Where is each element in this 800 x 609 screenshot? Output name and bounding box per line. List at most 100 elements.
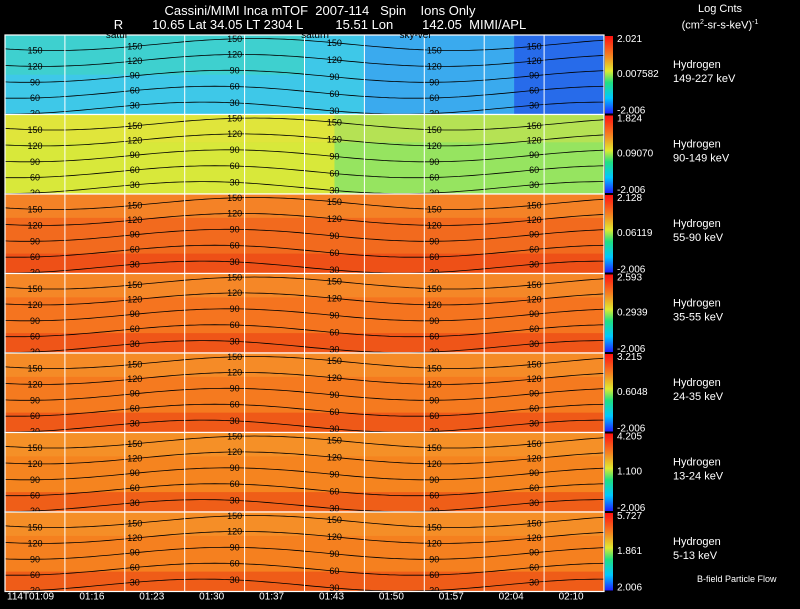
contour-label: 150 — [527, 359, 542, 369]
contour-label: 30 — [329, 106, 339, 116]
contour-label: 120 — [427, 61, 442, 71]
contour-label: 90 — [130, 71, 140, 81]
contour-label: 90 — [429, 157, 439, 167]
energy-label: 35-55 keV — [673, 311, 724, 323]
x-tick-label: 02:10 — [559, 592, 584, 603]
contour-label: 120 — [27, 61, 42, 71]
contour-label: 150 — [327, 117, 342, 127]
contour-label: 120 — [227, 209, 242, 219]
contour-label: 90 — [30, 554, 40, 564]
contour-label: 90 — [230, 463, 240, 473]
scale-max-label: 2.021 — [617, 34, 642, 45]
contour-label: 120 — [327, 373, 342, 383]
x-tick-label: 02:04 — [499, 592, 524, 603]
contour-label: 90 — [329, 310, 339, 320]
panel-7: 150 150 150 150 150 150 120 120 120 120 120 120 90 90… — [4, 511, 721, 595]
contour-label: 60 — [230, 320, 240, 330]
contour-label: 150 — [127, 200, 142, 210]
contour-label: 90 — [130, 548, 140, 558]
contour-label: 90 — [429, 475, 439, 485]
contour-label: 150 — [227, 34, 242, 44]
contour-label: 60 — [329, 169, 339, 179]
scale-mid-label: 0.6048 — [617, 387, 648, 398]
contour-label: 60 — [130, 324, 140, 334]
contour-label: 30 — [429, 188, 439, 198]
color-scale-bar — [605, 513, 613, 591]
contour-label: 60 — [230, 161, 240, 171]
panel-border — [4, 511, 605, 593]
contour-label: 60 — [429, 332, 439, 342]
energy-label: 149-227 keV — [673, 73, 736, 85]
contour-label: 60 — [529, 324, 539, 334]
contour-label: 150 — [327, 197, 342, 207]
contour-label: 30 — [329, 345, 339, 355]
panel-6: 150 150 150 150 150 150 120 120 120 120 120 120 90 90… — [4, 431, 724, 516]
energy-label: 5-13 keV — [673, 550, 718, 562]
contour-label: 150 — [427, 125, 442, 135]
scale-max-label: 4.205 — [617, 432, 642, 443]
contour-label: 150 — [527, 518, 542, 528]
contour-label: 90 — [329, 549, 339, 559]
contour-label: 150 — [227, 511, 242, 521]
x-tick-label: 114T01:09 — [7, 592, 55, 603]
contour-label: 150 — [427, 45, 442, 55]
contour-label: 120 — [527, 56, 542, 66]
contour-label: 60 — [30, 173, 40, 183]
energy-label: 13-24 keV — [673, 470, 724, 482]
contour-label: 150 — [227, 352, 242, 362]
contour-label: 150 — [327, 38, 342, 48]
species-label: Hydrogen — [673, 218, 721, 230]
x-tick-label: 01:43 — [319, 592, 344, 603]
x-tick-label: 01:30 — [199, 592, 224, 603]
contour-label: 150 — [227, 272, 242, 282]
color-scale-bar — [605, 195, 613, 273]
panel-4: 150 150 150 150 150 150 120 120 120 120 120 120 90 90… — [4, 272, 724, 357]
contour-label: 90 — [130, 468, 140, 478]
contour-label: 120 — [427, 300, 442, 310]
contour-label: 90 — [429, 554, 439, 564]
contour-label: 60 — [130, 404, 140, 414]
species-label: Hydrogen — [673, 59, 721, 71]
contour-label: 120 — [127, 215, 142, 225]
contour-label: 150 — [127, 359, 142, 369]
contour-label: 90 — [130, 230, 140, 240]
contour-label: 60 — [429, 411, 439, 421]
contour-label: 30 — [429, 347, 439, 357]
contour-label: 30 — [429, 426, 439, 436]
contour-label: 150 — [527, 280, 542, 290]
panel-2: 150 150 150 150 150 150 120 120 120 120 120 120 90 90… — [4, 113, 730, 198]
contour-label: 90 — [529, 548, 539, 558]
contour-label: 30 — [130, 180, 140, 190]
contour-label: 30 — [429, 108, 439, 118]
contour-label: 90 — [130, 389, 140, 399]
contour-label: 30 — [329, 504, 339, 514]
contour-label: 30 — [230, 177, 240, 187]
contour-label: 120 — [427, 459, 442, 469]
contour-label: 90 — [30, 316, 40, 326]
contour-label: 90 — [130, 150, 140, 160]
contour-label: 30 — [30, 426, 40, 436]
scale-max-label: 3.215 — [617, 352, 642, 363]
contour-label: 90 — [230, 383, 240, 393]
contour-label: 30 — [30, 585, 40, 595]
contour-label: 120 — [27, 220, 42, 230]
contour-label: 120 — [127, 533, 142, 543]
contour-label: 60 — [329, 248, 339, 258]
contour-label: 30 — [230, 98, 240, 108]
contour-label: 120 — [27, 300, 42, 310]
contour-label: 150 — [127, 518, 142, 528]
contour-label: 120 — [227, 368, 242, 378]
contour-label: 60 — [230, 82, 240, 92]
contour-label: 120 — [527, 374, 542, 384]
contour-label: 60 — [30, 332, 40, 342]
scale-max-label: 5.727 — [617, 511, 642, 522]
contour-label: 60 — [529, 245, 539, 255]
chart-title: Cassini/MIMI Inca mTOF 2007-114 Spin Ion… — [164, 3, 476, 18]
scale-min-label: -2.006 — [617, 424, 646, 435]
color-scale-bar — [605, 36, 613, 114]
contour-label: 150 — [427, 522, 442, 532]
contour-label: 60 — [529, 165, 539, 175]
contour-label: 90 — [30, 236, 40, 246]
contour-label: 120 — [127, 454, 142, 464]
scale-mid-label: 1.861 — [617, 546, 642, 557]
